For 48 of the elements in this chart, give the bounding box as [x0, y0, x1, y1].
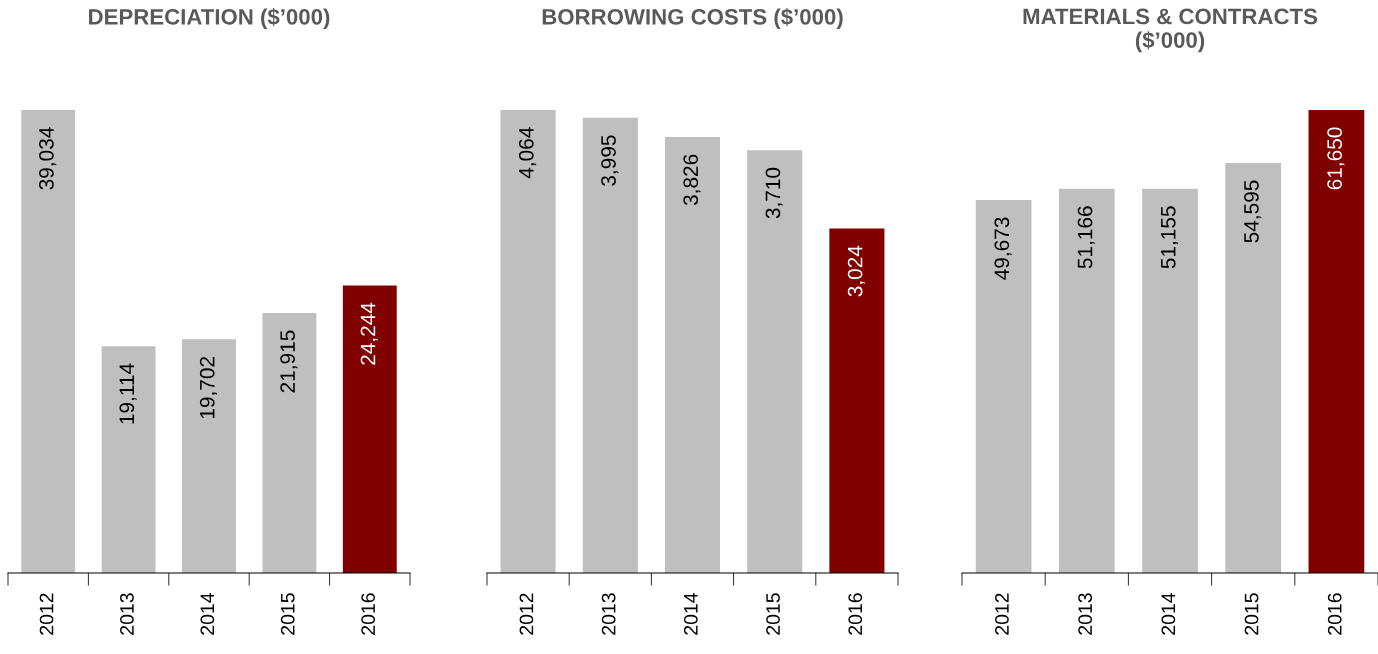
x-tick-label: 2012: [519, 593, 534, 635]
bar: [1142, 188, 1198, 573]
x-tick-label: 2014: [1161, 593, 1176, 635]
data-label: 54,595: [1244, 180, 1262, 243]
x-tick-label: 2015: [1244, 593, 1259, 635]
bar: [262, 313, 317, 573]
x-tick-label: 2015: [766, 593, 780, 635]
x-tick-label: 2013: [1078, 593, 1093, 635]
x-tick-label: 2013: [120, 593, 134, 635]
chart-title: MATERIALS & CONTRACTS ($’000): [1023, 8, 1318, 53]
x-tick-label: 2015: [280, 593, 295, 635]
x-tick-label: 2012: [995, 593, 1009, 635]
bar: [582, 117, 638, 573]
data-label: 3,024: [847, 245, 865, 297]
data-label: 4,064: [518, 127, 537, 179]
x-tick-label: 2016: [848, 593, 863, 635]
data-label: 61,650: [1327, 127, 1345, 190]
data-label: 3,710: [765, 167, 783, 219]
x-tick-label: 2013: [601, 593, 616, 635]
data-label: 49,673: [994, 217, 1012, 280]
x-tick-label: 2012: [39, 593, 54, 635]
bar: [829, 228, 885, 573]
x-tick-label: 2014: [683, 593, 698, 635]
bar: [1308, 110, 1365, 573]
data-label: 3,826: [683, 154, 701, 206]
bar: [747, 150, 803, 573]
bar: [21, 110, 76, 573]
x-tick-label: 2016: [361, 593, 376, 635]
data-label: 51,166: [1077, 206, 1095, 269]
data-label: 51,155: [1161, 206, 1179, 269]
data-label: 39,034: [39, 127, 57, 190]
bar: [500, 110, 556, 573]
bar: [975, 199, 1032, 573]
chart-title: BORROWING COSTS ($’000): [542, 8, 843, 30]
bar: [664, 137, 721, 573]
x-tick-label: 2014: [200, 593, 215, 635]
chart-title: DEPRECIATION ($’000): [89, 8, 330, 30]
data-label: 19,702: [199, 357, 218, 419]
bar: [1225, 162, 1282, 573]
data-label: 3,995: [601, 135, 619, 186]
data-label: 21,915: [280, 330, 298, 393]
bar: [101, 346, 156, 573]
bar: [1058, 188, 1115, 573]
x-tick-label: 2016: [1327, 593, 1342, 635]
bar: [342, 285, 397, 573]
data-label: 19,114: [119, 363, 137, 424]
data-label: 24,244: [360, 302, 378, 365]
bar: [182, 339, 236, 573]
